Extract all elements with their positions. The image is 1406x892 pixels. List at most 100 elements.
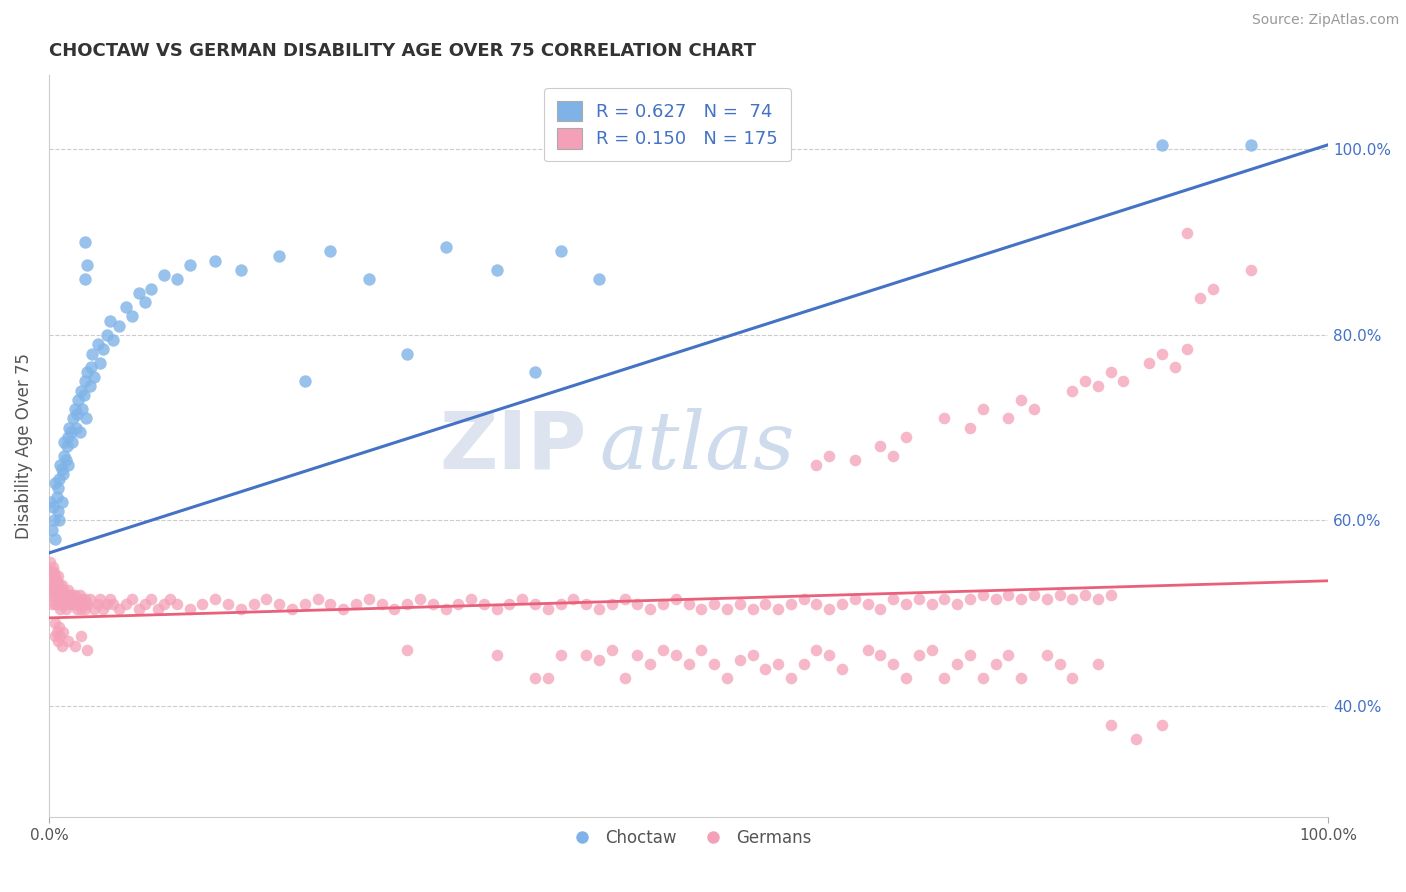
Point — [153, 268, 176, 282]
Point — [626, 648, 648, 662]
Point — [108, 601, 131, 615]
Point — [55, 592, 77, 607]
Point — [51, 588, 73, 602]
Point — [179, 601, 201, 615]
Point — [91, 342, 114, 356]
Point — [703, 597, 725, 611]
Point — [1062, 592, 1084, 607]
Point — [665, 143, 688, 157]
Point — [1010, 671, 1032, 685]
Point — [844, 592, 866, 607]
Point — [716, 601, 738, 615]
Point — [550, 648, 572, 662]
Point — [562, 592, 585, 607]
Point — [1035, 648, 1057, 662]
Point — [51, 597, 73, 611]
Point — [856, 643, 879, 657]
Point — [575, 648, 598, 662]
Point — [101, 333, 124, 347]
Point — [997, 411, 1019, 425]
Point — [44, 476, 66, 491]
Point — [652, 143, 675, 157]
Point — [108, 318, 131, 333]
Point — [1022, 402, 1045, 417]
Point — [894, 671, 917, 685]
Point — [1150, 346, 1173, 360]
Point — [357, 592, 380, 607]
Point — [65, 592, 87, 607]
Point — [741, 601, 763, 615]
Point — [44, 630, 66, 644]
Point — [58, 588, 80, 602]
Point — [121, 592, 143, 607]
Point — [73, 592, 96, 607]
Point — [831, 662, 853, 676]
Point — [344, 597, 367, 611]
Point — [63, 639, 86, 653]
Point — [44, 569, 66, 583]
Point — [46, 583, 69, 598]
Point — [1074, 588, 1097, 602]
Point — [48, 588, 70, 602]
Point — [79, 592, 101, 607]
Point — [806, 597, 828, 611]
Point — [70, 601, 93, 615]
Text: CHOCTAW VS GERMAN DISABILITY AGE OVER 75 CORRELATION CHART: CHOCTAW VS GERMAN DISABILITY AGE OVER 75… — [49, 42, 756, 60]
Point — [1150, 717, 1173, 731]
Point — [49, 592, 72, 607]
Point — [56, 592, 79, 607]
Point — [818, 449, 841, 463]
Point — [48, 514, 70, 528]
Y-axis label: Disability Age Over 75: Disability Age Over 75 — [15, 353, 32, 540]
Point — [498, 597, 520, 611]
Point — [45, 588, 67, 602]
Point — [613, 592, 636, 607]
Point — [844, 453, 866, 467]
Point — [60, 588, 83, 602]
Point — [510, 592, 533, 607]
Point — [41, 597, 63, 611]
Text: Source: ZipAtlas.com: Source: ZipAtlas.com — [1251, 13, 1399, 28]
Point — [73, 601, 96, 615]
Point — [114, 597, 136, 611]
Point — [946, 657, 969, 672]
Point — [96, 328, 118, 343]
Point — [73, 375, 96, 389]
Point — [51, 578, 73, 592]
Point — [229, 601, 252, 615]
Point — [179, 259, 201, 273]
Point — [63, 588, 86, 602]
Point — [46, 569, 69, 583]
Point — [1112, 375, 1135, 389]
Point — [56, 458, 79, 472]
Point — [51, 495, 73, 509]
Point — [1099, 588, 1122, 602]
Point — [934, 671, 956, 685]
Point — [56, 430, 79, 444]
Point — [204, 592, 226, 607]
Point — [114, 300, 136, 314]
Point — [1137, 356, 1160, 370]
Point — [626, 597, 648, 611]
Point — [856, 597, 879, 611]
Point — [39, 588, 62, 602]
Point — [1099, 365, 1122, 379]
Point — [652, 597, 675, 611]
Point — [921, 597, 943, 611]
Point — [1049, 588, 1071, 602]
Point — [382, 601, 405, 615]
Point — [60, 434, 83, 449]
Point — [1240, 137, 1263, 152]
Point — [485, 648, 508, 662]
Point — [1189, 291, 1212, 305]
Point — [82, 346, 104, 360]
Point — [44, 597, 66, 611]
Point — [63, 402, 86, 417]
Point — [42, 565, 65, 579]
Point — [44, 532, 66, 546]
Point — [370, 597, 392, 611]
Point — [818, 601, 841, 615]
Point — [62, 411, 84, 425]
Point — [191, 597, 214, 611]
Point — [91, 601, 114, 615]
